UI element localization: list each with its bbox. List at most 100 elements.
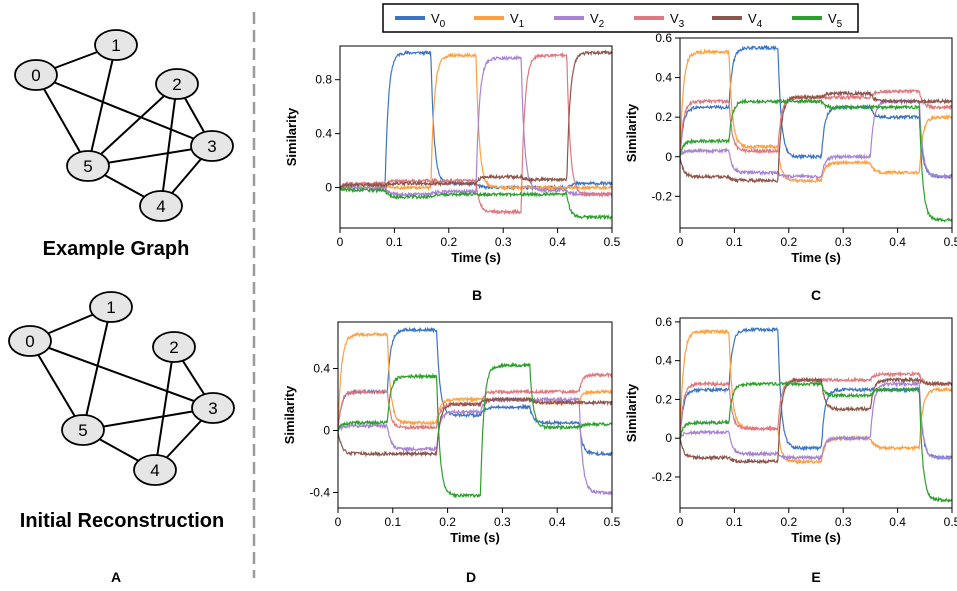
y-tick-label: 0.4 (655, 354, 672, 368)
y-tick-label: -0.4 (309, 486, 330, 500)
x-tick-label: 0.3 (835, 515, 852, 529)
x-tick-label: 0.2 (780, 235, 797, 249)
graph-node-label: 3 (207, 137, 216, 156)
series-line-v5 (337, 361, 613, 499)
graph-node-label: 4 (150, 461, 159, 480)
y-tick-label: 0.4 (655, 71, 672, 85)
x-tick-label: 0.2 (780, 515, 797, 529)
graph-node-label: 0 (31, 66, 40, 85)
graph-node-label: 2 (172, 75, 181, 94)
graph-edge-3-5 (82, 407, 214, 431)
legend: V0 V1 V2 V3 V4 V5 (382, 3, 859, 33)
y-tick-label: 0 (323, 424, 330, 438)
legend-label-v4: V4 (748, 11, 763, 30)
y-axis-label: Similarity (284, 107, 299, 166)
y-axis-label: Similarity (282, 385, 297, 444)
graph-node-1 (89, 291, 133, 323)
graph-node-1 (94, 29, 138, 61)
x-tick-label: 0.3 (494, 515, 511, 529)
x-tick-label: 0.4 (889, 515, 906, 529)
graph-edge-0-3 (29, 340, 214, 409)
series-line-v3 (679, 88, 953, 157)
legend-label-v2: V2 (590, 11, 605, 30)
y-tick-label: 0 (325, 181, 332, 195)
x-tick-label: 0.1 (386, 235, 403, 249)
series-line-v2 (339, 54, 613, 198)
series-line-v5 (679, 380, 953, 503)
x-axis-label: Time (s) (791, 530, 841, 545)
x-tick-label: 0.5 (604, 235, 621, 249)
x-tick-label: 0 (337, 235, 344, 249)
graph-node-2 (152, 331, 196, 363)
y-tick-label: 0 (665, 431, 672, 445)
y-tick-label: 0.8 (315, 73, 332, 87)
x-tick-label: 0.1 (384, 515, 401, 529)
chart-panel-d: 0 0.1 0.2 0.3 0.4 0.5 -0.4 0 0.4 Time (s) Similari… (282, 321, 621, 545)
graph-node-label: 4 (156, 197, 165, 216)
x-tick-label: 0.1 (726, 515, 743, 529)
graph-node-2 (155, 68, 199, 100)
series-line-v1 (679, 48, 953, 184)
plot-frame (679, 37, 953, 229)
example-graph-title: Example Graph (43, 238, 190, 260)
y-axis-label: Similarity (624, 383, 639, 442)
plot-frame (337, 321, 613, 509)
x-tick-label: 0.3 (495, 235, 512, 249)
graph-node-3 (191, 392, 235, 424)
graph-node-3 (190, 130, 234, 162)
x-tick-label: 0.4 (549, 515, 566, 529)
graph-node-label: 5 (78, 421, 87, 440)
graph-node-label: 5 (83, 157, 92, 176)
graph-edge-0-5 (35, 74, 89, 167)
graph-node-5 (66, 150, 110, 182)
graph-node-4 (133, 454, 177, 486)
graph-edge-1-5 (82, 306, 112, 431)
y-tick-label: -0.2 (651, 470, 672, 484)
series-line-v5 (339, 186, 613, 221)
chart-panel-c: 0 0.1 0.2 0.3 0.4 0.5 -0.2 0 0.2 0.4 0.6 Time (s) Si… (624, 31, 957, 265)
legend-box (382, 3, 859, 33)
series-line-v3 (337, 371, 613, 432)
series-line-v4 (679, 376, 953, 465)
y-tick-label: 0.6 (655, 31, 672, 45)
x-tick-label: 0.4 (889, 235, 906, 249)
series-line-v4 (679, 89, 953, 184)
x-tick-label: 0.5 (944, 515, 957, 529)
graph-edge-1-5 (87, 44, 117, 167)
x-tick-label: 0.2 (439, 515, 456, 529)
y-tick-label: 0.2 (655, 110, 672, 124)
chart-panel-e: 0 0.1 0.2 0.3 0.4 0.5 -0.2 0 0.2 0.4 0.6 Time (s) Si… (624, 315, 957, 545)
graph-edge-2-5 (87, 83, 178, 167)
series-line-v3 (339, 51, 613, 216)
series-line-v0 (679, 326, 953, 460)
graph-node-label: 3 (208, 399, 217, 418)
series-line-v4 (337, 396, 613, 458)
legend-label-v0: V0 (431, 11, 446, 30)
initial-reconstruction-graph: 0 1 2 3 4 5 (8, 291, 235, 486)
series-line-v0 (337, 326, 613, 457)
example-graph: 0 1 2 3 4 5 (14, 29, 234, 222)
series-line-v2 (679, 380, 953, 462)
y-tick-label: 0 (665, 150, 672, 164)
graph-node-4 (139, 190, 183, 222)
y-tick-label: -0.2 (651, 189, 672, 203)
panel-label-d: D (466, 569, 476, 585)
y-tick-label: 0.2 (655, 392, 672, 406)
graph-edge-0-5 (29, 340, 84, 431)
graph-node-5 (61, 414, 105, 446)
series-line-v1 (679, 328, 953, 466)
x-tick-label: 0 (677, 515, 684, 529)
x-axis-label: Time (s) (450, 530, 500, 545)
graph-edge-2-4 (160, 83, 178, 207)
graph-edge-0-3 (35, 74, 213, 147)
graph-node-0 (8, 325, 52, 357)
graph-node-label: 1 (111, 36, 120, 55)
legend-label-v3: V3 (670, 11, 685, 30)
graph-node-0 (14, 59, 58, 91)
x-tick-label: 0.2 (440, 235, 457, 249)
series-line-v1 (337, 331, 613, 432)
series-line-v0 (679, 44, 953, 180)
x-tick-label: 0 (677, 235, 684, 249)
panel-label-b: B (472, 287, 482, 303)
